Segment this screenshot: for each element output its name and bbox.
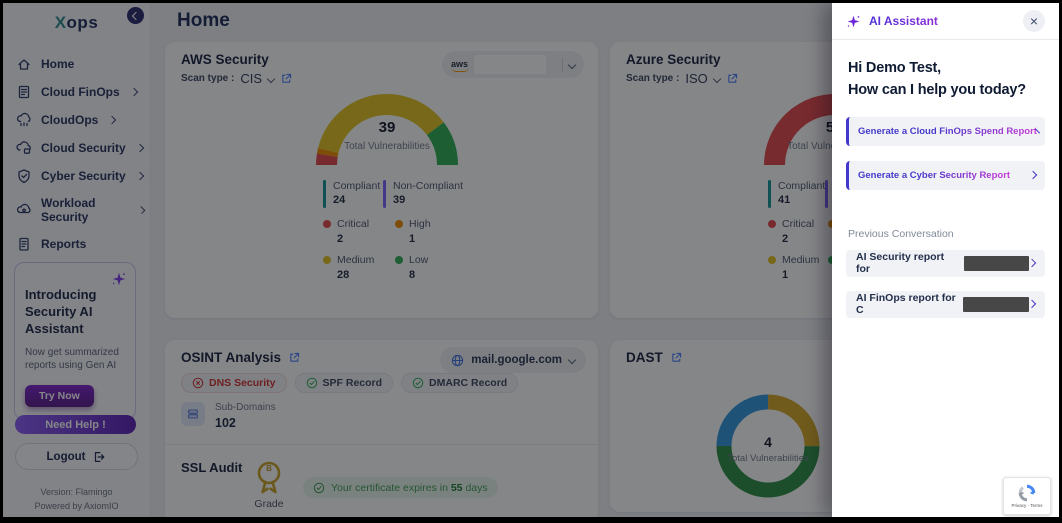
greeting-line-2: How can I help you today? <box>848 82 1026 99</box>
ai-greeting: Hi Demo Test, How can I help you today? <box>848 57 1043 102</box>
redacted-text <box>962 296 1030 312</box>
conversation-item-finops[interactable]: AI FinOps report for C <box>846 290 1045 318</box>
chevron-right-icon <box>1028 300 1037 309</box>
close-icon: × <box>1029 13 1039 29</box>
conversation-item-security[interactable]: AI Security report for <box>846 249 1045 277</box>
sparkle-icon <box>847 15 860 27</box>
recaptcha-icon <box>1018 484 1036 502</box>
modal-dim-overlay[interactable] <box>3 3 832 517</box>
recaptcha-badge[interactable]: Privacy - Terms <box>1003 477 1051 515</box>
previous-conversation-label: Previous Conversation <box>848 227 954 240</box>
suggestion-label: Generate a Cyber Security Report <box>858 169 1011 181</box>
ai-panel-header: AI Assistant × <box>832 3 1059 40</box>
ai-assistant-panel: AI Assistant × Hi Demo Test, How can I h… <box>832 3 1059 517</box>
app-viewport: XXopsops Home Cloud FinOps CloudOps Clou… <box>3 3 1059 517</box>
recaptcha-terms: Privacy - Terms <box>1011 503 1043 508</box>
greeting-line-1: Hi Demo Test, <box>848 60 942 76</box>
suggestion-label: Generate a Cloud FinOps Spend Report <box>858 125 1037 137</box>
ai-panel-title: AI Assistant <box>869 14 938 28</box>
suggestion-finops-report[interactable]: Generate a Cloud FinOps Spend Report <box>846 116 1045 146</box>
suggestion-cyber-report[interactable]: Generate a Cyber Security Report <box>846 160 1045 190</box>
chevron-right-icon <box>1028 171 1038 180</box>
close-button[interactable]: × <box>1023 10 1045 32</box>
conversation-text: AI Security report for <box>856 251 945 276</box>
conversation-text: AI FinOps report for C <box>856 292 956 317</box>
redacted-text <box>964 255 1030 271</box>
chevron-right-icon <box>1027 259 1037 268</box>
